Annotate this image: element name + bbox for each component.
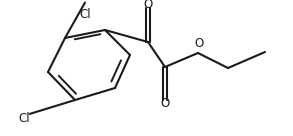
Text: O: O xyxy=(143,0,153,11)
Text: Cl: Cl xyxy=(18,112,30,124)
Text: Cl: Cl xyxy=(79,8,91,21)
Text: O: O xyxy=(160,97,170,110)
Text: O: O xyxy=(195,37,204,50)
